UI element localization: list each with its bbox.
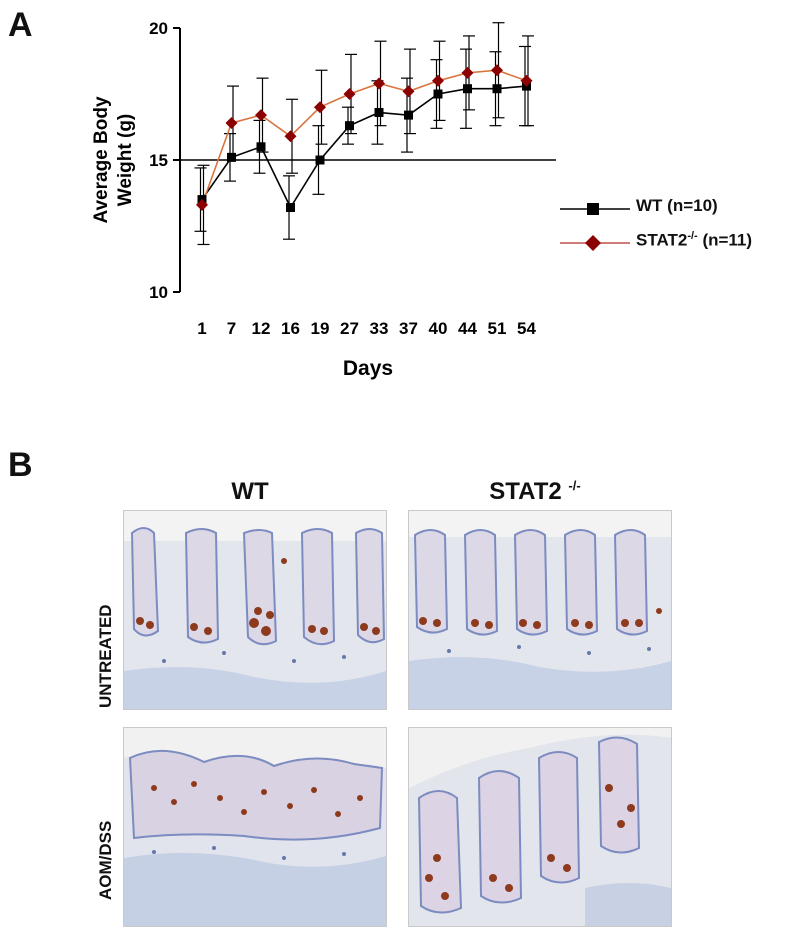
y-tick-label: 20 <box>149 19 168 38</box>
data-point-stat2 <box>461 66 474 79</box>
panel-b-label: B <box>8 446 33 484</box>
y-axis-label-line1: Average Body <box>91 96 112 223</box>
data-point-wt <box>433 89 443 99</box>
data-point-wt <box>374 107 384 117</box>
data-point-wt <box>492 84 502 94</box>
x-axis-label: Days <box>343 357 393 380</box>
data-point-stat2 <box>432 74 444 87</box>
data-point-stat2 <box>314 101 326 114</box>
data-point-wt <box>286 203 295 213</box>
x-tick-label: 16 <box>281 319 300 338</box>
micrograph-image <box>409 511 671 709</box>
data-point-wt <box>315 155 325 165</box>
micrograph-image <box>409 728 671 926</box>
x-tick-label: 37 <box>399 319 418 338</box>
micrograph-stat2-untreated <box>408 510 672 710</box>
data-point-stat2 <box>402 85 415 98</box>
column-header-wt: WT <box>231 478 269 505</box>
data-point-wt <box>404 110 413 120</box>
data-point-stat2 <box>520 74 533 87</box>
x-tick-label: 40 <box>429 319 448 338</box>
panel-a-label: A <box>8 6 33 44</box>
data-point-stat2 <box>255 109 267 122</box>
micrograph-stat2-aom-dss <box>408 727 672 927</box>
micrograph-wt-aom-dss <box>123 727 387 927</box>
data-point-wt <box>345 121 354 131</box>
data-point-stat2 <box>343 88 356 100</box>
x-tick-label: 44 <box>458 319 477 338</box>
y-axis-label-line2: Weight (g) <box>115 114 136 207</box>
data-point-stat2 <box>491 64 503 77</box>
data-point-stat2 <box>284 130 297 143</box>
data-point-stat2 <box>373 77 385 90</box>
data-point-wt <box>463 84 472 94</box>
data-point-stat2 <box>196 198 208 211</box>
x-tick-label: 7 <box>227 319 236 338</box>
series-line-wt <box>201 85 527 210</box>
series-line-stat2 <box>201 69 527 206</box>
x-tick-label: 27 <box>340 319 359 338</box>
x-tick-label: 19 <box>311 319 330 338</box>
weight-chart: 10 15 20 1 7 12 16 19 27 33 37 40 44 51 54 Days Average … <box>91 19 556 380</box>
data-point-wt <box>227 152 236 162</box>
legend-stat2-label: STAT2-/- (n=11) <box>636 230 753 250</box>
column-header-stat2: STAT2 -/- <box>489 478 581 505</box>
x-tick-label: 51 <box>488 319 507 338</box>
row-header-aom-dss: AOM/DSS <box>96 820 115 900</box>
x-tick-label: 33 <box>370 319 389 338</box>
micrograph-wt-untreated <box>123 510 387 710</box>
data-point-wt <box>256 142 266 152</box>
legend-wt-swatch <box>560 203 630 215</box>
y-tick-label: 10 <box>149 283 168 302</box>
x-tick-label: 12 <box>252 319 271 338</box>
legend-item-stat2: STAT2-/- (n=11) <box>558 226 798 260</box>
chart-legend: WT (n=10) STAT2-/- (n=11) <box>558 192 798 260</box>
x-tick-label: 54 <box>517 319 536 338</box>
legend-wt-label: WT (n=10) <box>636 196 718 215</box>
y-tick-label: 15 <box>149 151 168 170</box>
micrograph-image <box>124 511 386 709</box>
legend-item-wt: WT (n=10) <box>558 192 798 226</box>
data-point-stat2 <box>225 117 238 130</box>
legend-stat2-swatch <box>560 235 630 251</box>
row-header-untreated: UNTREATED <box>96 604 115 708</box>
x-tick-label: 1 <box>197 319 206 338</box>
micrograph-image <box>124 728 386 926</box>
